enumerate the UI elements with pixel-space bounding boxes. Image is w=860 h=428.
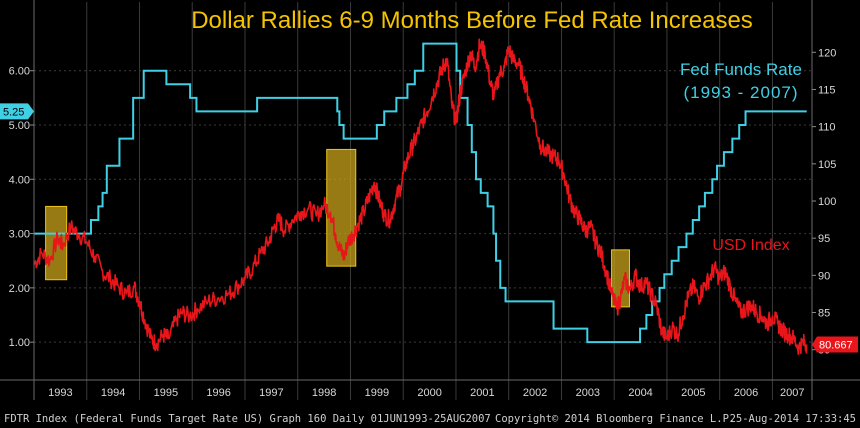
series-lines	[33, 38, 808, 356]
usd-index-line	[33, 38, 808, 356]
right-tick-label: 105	[818, 159, 836, 171]
fed-funds-line	[34, 42, 807, 344]
right-tick-label: 110	[818, 122, 836, 134]
x-tick-label: 2005	[681, 387, 705, 399]
x-tick-label: 2000	[417, 387, 441, 399]
right-tick-label: 100	[818, 196, 836, 208]
left-tick-label: 6.00	[9, 66, 30, 78]
x-tick-label: 1996	[206, 387, 230, 399]
right-tick-label: 90	[818, 270, 830, 282]
x-tick-label: 2006	[734, 387, 758, 399]
series-label-usd-index: USD Index	[712, 237, 789, 254]
right-tick-label: 115	[818, 84, 836, 96]
footer: FDTR Index (Federal Funds Target Rate US…	[4, 413, 856, 425]
right-tick-label: 120	[818, 47, 836, 59]
series-sublabel-fed-funds: (1993 - 2007)	[683, 83, 798, 102]
usd-last-value-label: 80.667	[819, 339, 853, 351]
series-label-fed-funds: Fed Funds Rate	[680, 60, 802, 79]
x-tick-label: 1998	[312, 387, 336, 399]
x-tick-label: 2001	[470, 387, 494, 399]
left-tick-label: 4.00	[9, 174, 30, 186]
footer-copyright: Copyright© 2014 Bloomberg Finance L.P.	[495, 413, 735, 425]
x-tick-label: 2004	[628, 387, 652, 399]
footer-timestamp: 25-Aug-2014 17:33:45	[730, 413, 856, 425]
x-tick-label: 1993	[48, 387, 72, 399]
usd-last-value-badge	[812, 336, 858, 353]
right-tick-label: 85	[818, 308, 830, 320]
x-tick-label: 2007	[780, 387, 804, 399]
left-tick-label: 3.00	[9, 229, 30, 241]
fed-last-value-badge	[0, 103, 34, 120]
left-tick-label: 5.00	[9, 120, 30, 132]
x-tick-label: 1997	[259, 387, 283, 399]
x-tick-label: 2002	[523, 387, 547, 399]
right-tick-label: 95	[818, 233, 830, 245]
x-tick-label: 1994	[101, 387, 125, 399]
x-tick-label: 1995	[154, 387, 178, 399]
left-tick-label: 2.00	[9, 283, 30, 295]
x-tick-label: 2003	[576, 387, 600, 399]
x-tick-label: 1999	[365, 387, 389, 399]
footer-source: FDTR Index (Federal Funds Target Rate US…	[4, 413, 491, 425]
fed-last-value-label: 5.25	[3, 106, 24, 118]
axes: 1.002.003.004.005.006.008085909510010511…	[0, 0, 860, 400]
left-tick-label: 1.00	[9, 337, 30, 349]
chart-title: Dollar Rallies 6-9 Months Before Fed Rat…	[191, 7, 753, 34]
